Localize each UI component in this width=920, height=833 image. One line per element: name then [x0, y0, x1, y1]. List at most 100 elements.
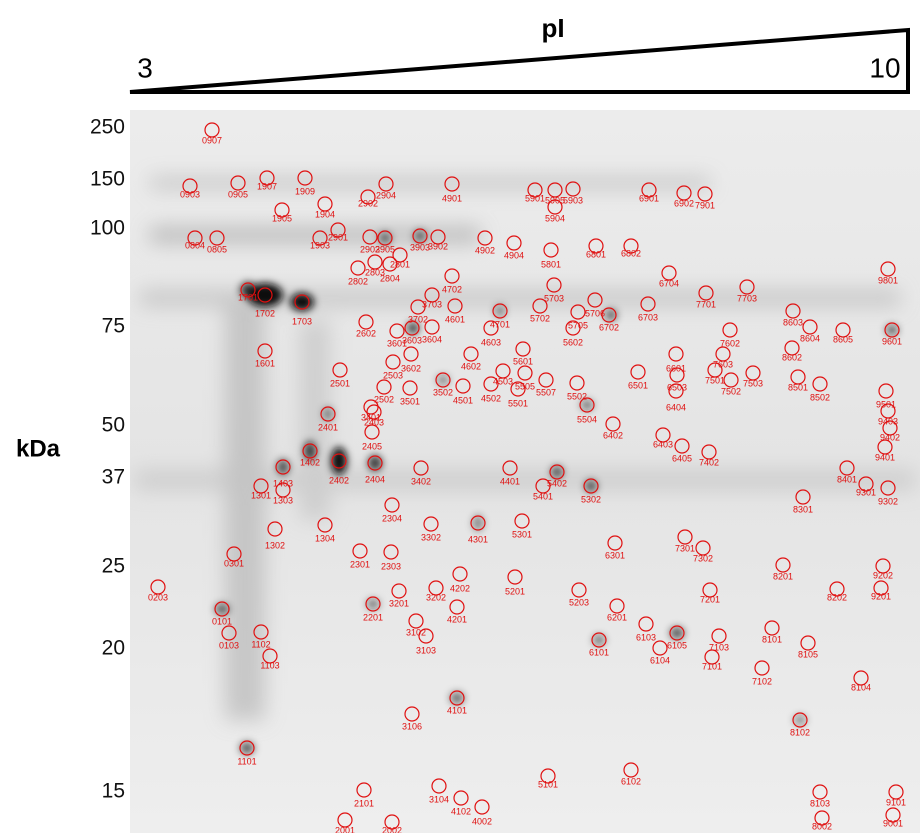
spot-circle — [839, 460, 855, 476]
spot-circle — [365, 596, 381, 612]
spot-circle — [588, 238, 604, 254]
spot-label: 8401 — [837, 474, 857, 484]
spot-circle — [669, 367, 685, 383]
spot-label: 7102 — [752, 676, 772, 686]
spot-label: 6405 — [672, 453, 692, 463]
spot-circle — [317, 196, 333, 212]
spot-circle — [364, 424, 380, 440]
spot-circle — [257, 287, 273, 303]
spot-label: 7201 — [700, 594, 720, 604]
ph-min: 3 — [137, 52, 153, 83]
spot-label: 6104 — [650, 655, 670, 665]
gel-spot — [290, 293, 314, 311]
spot-label: 0301 — [224, 558, 244, 568]
spot-label: 4102 — [451, 806, 471, 816]
spot-circle — [449, 599, 465, 615]
spot-circle — [701, 444, 717, 460]
spot-label: 8201 — [773, 571, 793, 581]
spot-label: 4501 — [453, 395, 473, 405]
y-tick-label: 75 — [102, 315, 125, 338]
spot-circle — [579, 397, 595, 413]
ph-max: 10 — [869, 52, 900, 83]
spot-label: 1601 — [255, 358, 275, 368]
spot-circle — [226, 546, 242, 562]
spot-label: 7103 — [709, 642, 729, 652]
gel-spot — [379, 232, 391, 244]
spot-circle — [455, 378, 471, 394]
spot-circle — [204, 122, 220, 138]
spot-circle — [880, 480, 896, 496]
spot-label: 2902 — [358, 198, 378, 208]
spot-circle — [356, 782, 372, 798]
spot-label: 9402 — [880, 432, 900, 442]
spot-label: 4503 — [493, 376, 513, 386]
spot-label: 3601 — [387, 338, 407, 348]
spot-label: 9001 — [883, 818, 903, 828]
spot-label: 3603 — [402, 335, 422, 345]
spot-circle — [739, 279, 755, 295]
spot-label: 6501 — [628, 380, 648, 390]
spot-circle — [601, 307, 617, 323]
gel-spot — [240, 282, 256, 298]
spot-label: 6101 — [589, 647, 609, 657]
spot-label: 8602 — [782, 352, 802, 362]
spot-label: 8101 — [762, 634, 782, 644]
spot-circle — [360, 189, 376, 205]
spot-label: 2304 — [382, 513, 402, 523]
spot-label: 2501 — [330, 378, 350, 388]
spot-circle — [882, 420, 898, 436]
spot-label: 0101 — [212, 616, 232, 626]
spot-label: 2402 — [329, 475, 349, 485]
spot-circle — [257, 343, 273, 359]
spot-circle — [391, 583, 407, 599]
spot-label: 5502 — [567, 391, 587, 401]
spot-circle — [697, 186, 713, 202]
spot-circle — [330, 222, 346, 238]
ph-title: pI — [541, 13, 564, 43]
spot-label: 0907 — [202, 135, 222, 145]
spot-circle — [630, 364, 646, 380]
spot-circle — [792, 712, 808, 728]
spot-circle — [502, 460, 518, 476]
spot-circle — [702, 582, 718, 598]
spot-circle — [424, 319, 440, 335]
spot-label: 4702 — [442, 284, 462, 294]
spot-label: 3106 — [402, 721, 422, 731]
spot-label: 9601 — [882, 336, 902, 346]
spot-label: 9201 — [871, 591, 891, 601]
spot-circle — [543, 242, 559, 258]
spot-label: 3103 — [416, 645, 436, 655]
spot-circle — [540, 768, 556, 784]
spot-circle — [565, 320, 581, 336]
ph-wedge — [129, 27, 910, 94]
gel-spot — [495, 305, 505, 317]
spot-label: 5507 — [536, 387, 556, 397]
spot-circle — [402, 380, 418, 396]
spot-label: 7701 — [696, 299, 716, 309]
spot-label: 2802 — [348, 276, 368, 286]
spot-circle — [267, 521, 283, 537]
spot-label: 1302 — [265, 540, 285, 550]
spot-label: 7502 — [721, 386, 741, 396]
spot-label: 6704 — [659, 278, 679, 288]
spot-circle — [880, 261, 896, 277]
spot-label: 2001 — [335, 825, 355, 833]
spot-circle — [474, 799, 490, 815]
spot-circle — [532, 298, 548, 314]
spot-circle — [507, 569, 523, 585]
spot-circle — [745, 365, 761, 381]
gel-spot — [331, 447, 347, 475]
spot-circle — [795, 489, 811, 505]
spot-circle — [605, 416, 621, 432]
spot-circle — [358, 314, 374, 330]
spot-circle — [214, 601, 230, 617]
spot-circle — [403, 346, 419, 362]
spot-label: 4502 — [481, 393, 501, 403]
spot-label: 1904 — [315, 209, 335, 219]
spot-circle — [362, 229, 378, 245]
spot-label: 2904 — [376, 190, 396, 200]
spot-label: 6503 — [667, 382, 687, 392]
spot-label: 8105 — [798, 649, 818, 659]
spot-label: 7101 — [702, 661, 722, 671]
